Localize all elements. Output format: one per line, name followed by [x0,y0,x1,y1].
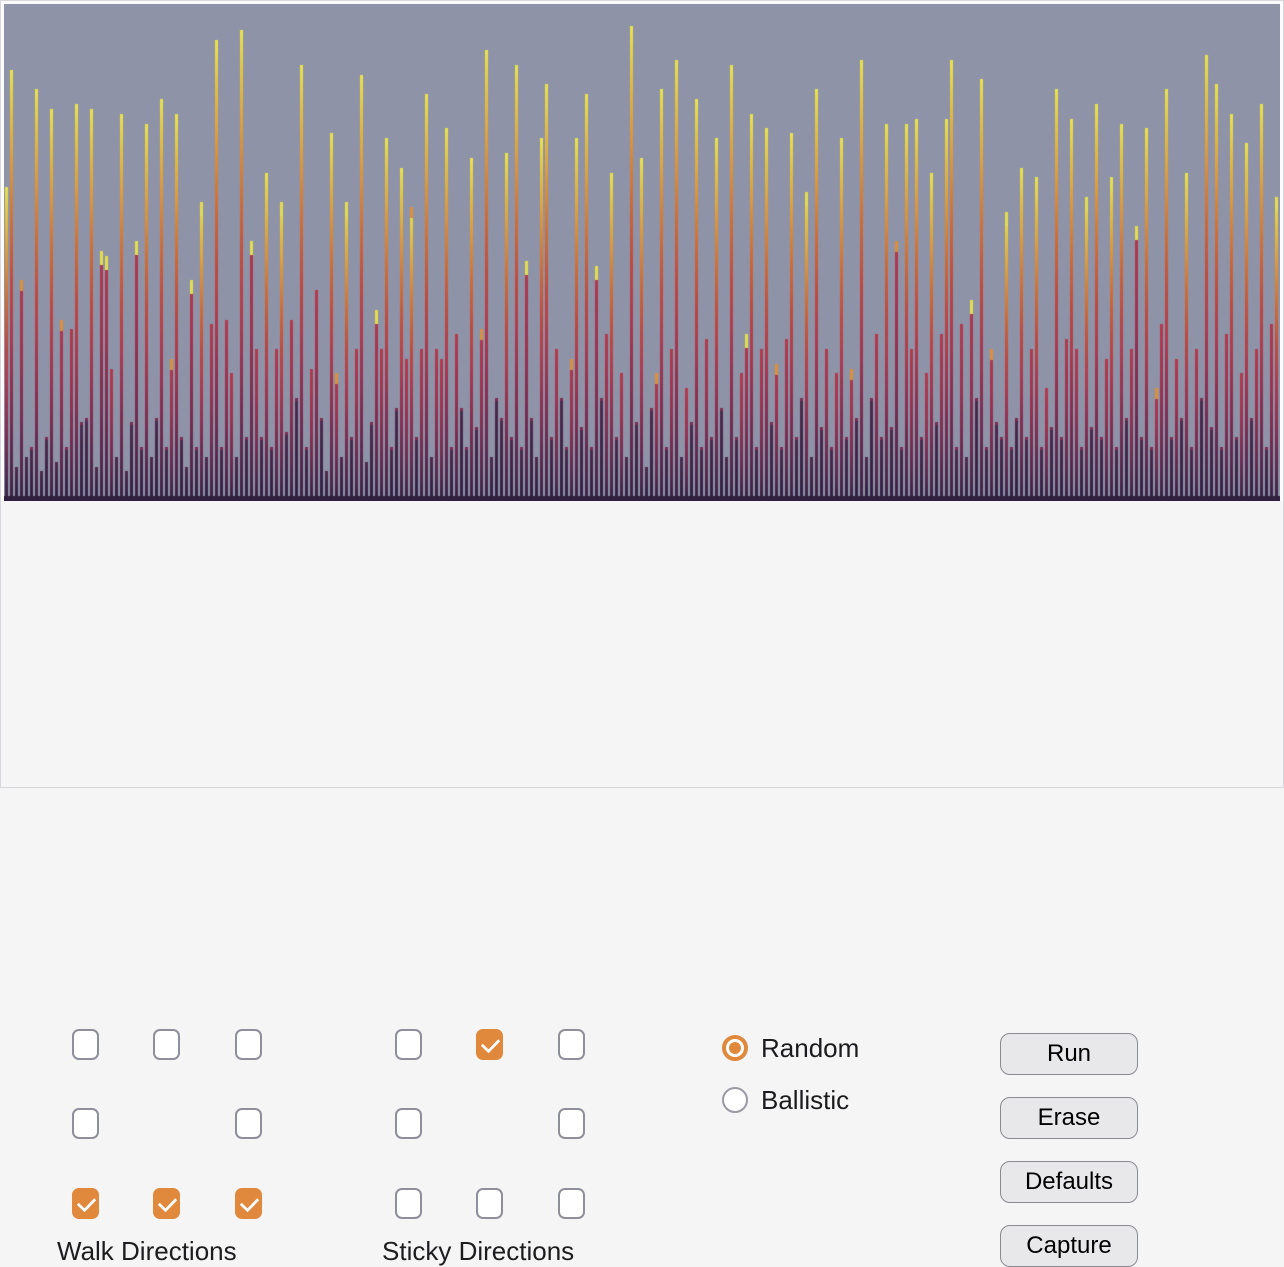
capture-button[interactable]: Capture [1000,1225,1138,1267]
sticky-checkbox-r1c3[interactable] [558,1029,585,1060]
radio-ballistic-label[interactable]: Ballistic [761,1085,850,1115]
sticky-checkbox-r1c2[interactable] [476,1029,503,1060]
walk-checkbox-r2c3[interactable] [235,1108,262,1139]
erase-button[interactable]: Erase [1000,1097,1138,1139]
walk-checkbox-r1c3[interactable] [235,1029,262,1060]
sticky-checkbox-r3c2[interactable] [476,1188,503,1219]
sticky-checkbox-r3c1[interactable] [395,1188,422,1219]
sticky-directions-label: Sticky Directions [382,1236,575,1266]
walk-checkbox-r3c1[interactable] [72,1188,99,1219]
defaults-button[interactable]: Defaults [1000,1161,1138,1203]
controls-panel: Walk Directions Sticky Directions Random… [0,501,1284,1267]
run-button[interactable]: Run [1000,1033,1138,1075]
radio-ballistic[interactable] [722,1087,748,1113]
radio-random-label[interactable]: Random [761,1033,860,1063]
walk-checkbox-r1c2[interactable] [153,1029,180,1060]
walk-checkbox-r3c2[interactable] [153,1188,180,1219]
simulation-display [4,4,1280,501]
sticky-checkbox-r3c3[interactable] [558,1188,585,1219]
walk-checkbox-r2c1[interactable] [72,1108,99,1139]
sticky-checkbox-r2c3[interactable] [558,1108,585,1139]
walk-checkbox-r1c1[interactable] [72,1029,99,1060]
walk-checkbox-r3c3[interactable] [235,1188,262,1219]
walk-directions-label: Walk Directions [57,1236,237,1266]
sticky-checkbox-r1c1[interactable] [395,1029,422,1060]
simulation-canvas [4,4,1280,501]
sticky-checkbox-r2c1[interactable] [395,1108,422,1139]
radio-random[interactable] [722,1035,748,1061]
